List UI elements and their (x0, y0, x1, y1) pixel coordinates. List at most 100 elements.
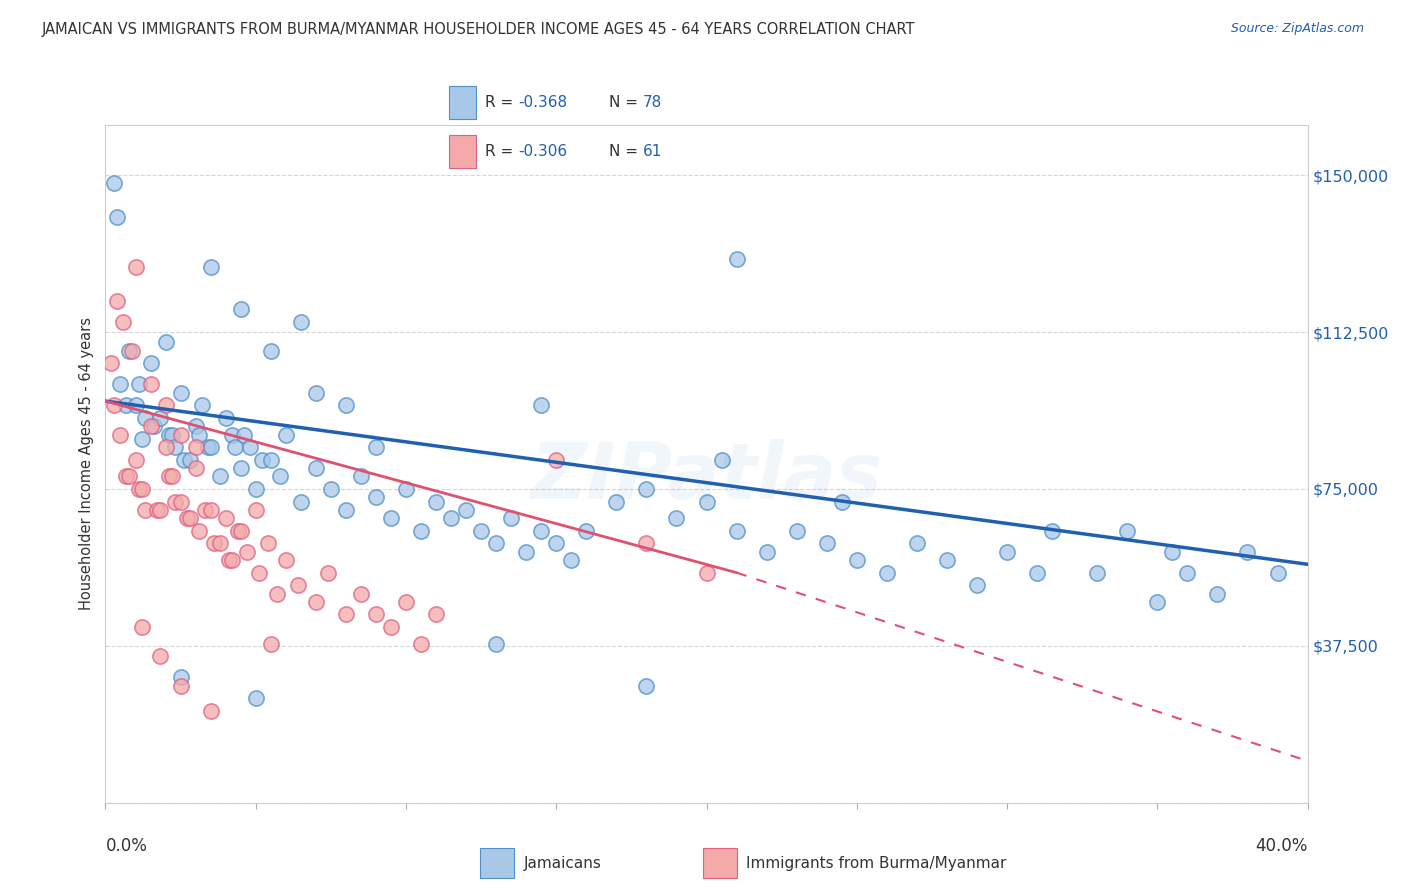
Text: Jamaicans: Jamaicans (523, 855, 602, 871)
Point (160, 469, 183, 483)
Point (110, 377, 132, 392)
Point (245, 691, 267, 706)
FancyBboxPatch shape (703, 848, 737, 878)
Point (501, 511, 523, 525)
Point (163, 494, 186, 508)
Point (409, 524, 432, 538)
Point (155, 398, 177, 412)
Point (115, 469, 138, 483)
Point (100, 356, 122, 370)
Point (148, 649, 170, 664)
Point (142, 419, 165, 434)
Text: 61: 61 (643, 145, 662, 160)
Point (485, 536, 508, 550)
Point (221, 553, 243, 567)
Point (350, 469, 373, 483)
FancyBboxPatch shape (481, 848, 515, 878)
Point (235, 545, 257, 559)
Point (155, 440, 177, 454)
Point (187, 427, 209, 442)
Point (290, 314, 312, 328)
Point (157, 469, 180, 483)
Point (124, 398, 146, 412)
Point (224, 440, 246, 454)
Point (290, 494, 312, 508)
Point (395, 482, 418, 496)
Point (1175, 566, 1198, 580)
Point (316, 566, 339, 580)
Point (696, 494, 718, 508)
Point (364, 607, 387, 622)
Point (134, 410, 156, 425)
Point (200, 260, 222, 275)
Point (274, 427, 297, 442)
Point (139, 377, 162, 392)
Point (128, 482, 150, 496)
Point (169, 679, 191, 693)
Point (200, 503, 222, 517)
Point (184, 440, 207, 454)
Point (305, 595, 328, 609)
Point (1085, 566, 1108, 580)
Point (169, 385, 191, 400)
Point (425, 494, 447, 508)
Point (425, 607, 447, 622)
Point (845, 553, 868, 567)
Text: 78: 78 (643, 95, 662, 110)
Point (190, 398, 212, 412)
Point (335, 503, 357, 517)
Point (274, 553, 297, 567)
Point (1026, 566, 1049, 580)
Point (184, 461, 207, 475)
Point (380, 620, 402, 634)
Point (786, 524, 808, 538)
Point (1146, 595, 1168, 609)
Point (110, 427, 132, 442)
Point (905, 536, 928, 550)
Point (710, 452, 733, 467)
Text: ZIPatlas: ZIPatlas (530, 440, 883, 516)
Point (319, 482, 342, 496)
Point (305, 461, 328, 475)
Point (260, 343, 283, 358)
Point (725, 252, 748, 266)
Point (148, 503, 170, 517)
Point (218, 553, 240, 567)
Point (214, 410, 236, 425)
Point (1236, 545, 1258, 559)
Point (350, 586, 373, 600)
Point (208, 469, 231, 483)
Point (269, 469, 291, 483)
Point (1116, 524, 1139, 538)
Point (139, 356, 162, 370)
Text: Source: ZipAtlas.com: Source: ZipAtlas.com (1230, 22, 1364, 36)
Point (229, 524, 252, 538)
Point (1161, 545, 1184, 559)
Point (214, 511, 236, 525)
Point (107, 293, 129, 308)
Point (202, 536, 225, 550)
Point (121, 343, 143, 358)
Point (131, 482, 153, 496)
Point (169, 670, 191, 684)
Point (335, 398, 357, 412)
Text: -0.306: -0.306 (519, 145, 568, 160)
Text: 0.0%: 0.0% (105, 837, 148, 855)
Text: N =: N = (609, 145, 643, 160)
Point (636, 679, 658, 693)
Point (112, 314, 135, 328)
Text: R =: R = (485, 145, 519, 160)
Y-axis label: Householder Income Ages 45 - 64 years: Householder Income Ages 45 - 64 years (79, 318, 94, 610)
Point (131, 432, 153, 446)
Point (266, 586, 288, 600)
Point (530, 398, 553, 412)
Point (179, 452, 201, 467)
Point (247, 566, 270, 580)
Point (815, 536, 838, 550)
Point (194, 503, 217, 517)
Point (173, 452, 195, 467)
Point (575, 524, 598, 538)
Point (184, 419, 207, 434)
Point (128, 377, 150, 392)
Point (936, 553, 959, 567)
